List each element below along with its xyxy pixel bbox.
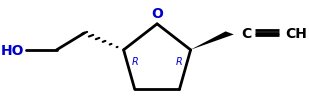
Text: R: R — [131, 57, 138, 67]
Polygon shape — [190, 32, 234, 50]
Text: O: O — [151, 7, 163, 21]
Text: R: R — [176, 57, 183, 67]
Text: CH: CH — [286, 27, 307, 41]
Text: HO: HO — [1, 43, 24, 57]
Text: C: C — [241, 27, 252, 41]
